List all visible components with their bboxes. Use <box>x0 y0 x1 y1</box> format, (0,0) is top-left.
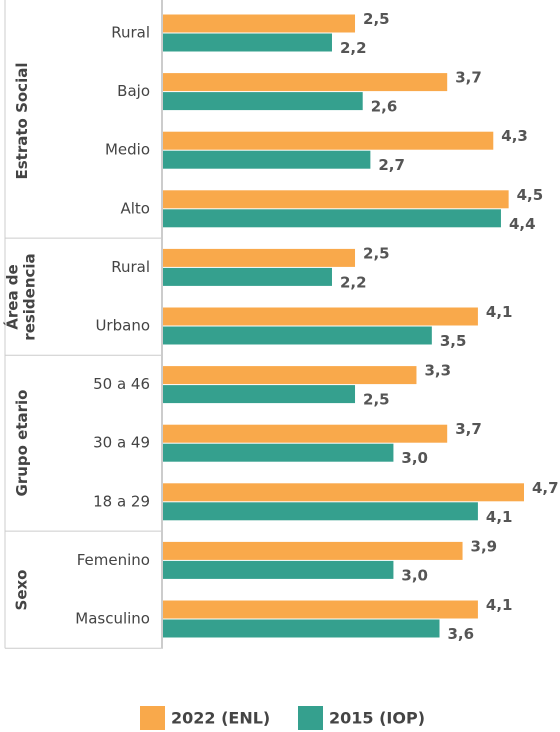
bar <box>163 326 432 345</box>
bar <box>163 443 394 462</box>
value-label: 4,4 <box>509 215 536 233</box>
bar <box>163 190 509 209</box>
bar <box>163 73 448 92</box>
value-label: 2,7 <box>378 156 405 174</box>
category-label: 18 a 29 <box>93 492 150 510</box>
value-label: 3,5 <box>440 332 467 350</box>
value-label: 4,7 <box>532 479 559 497</box>
category-label: Femenino <box>77 551 150 569</box>
value-label: 4,3 <box>501 127 528 145</box>
category-label: 30 a 49 <box>93 434 150 452</box>
value-label: 3,0 <box>401 566 428 584</box>
bar <box>163 502 478 521</box>
category-label: Masculino <box>75 610 150 628</box>
value-label: 2,2 <box>340 39 367 57</box>
bar <box>163 385 356 404</box>
value-label: 4,5 <box>517 186 544 204</box>
category-label: Rural <box>111 258 150 276</box>
value-label: 2,5 <box>363 391 390 409</box>
bar <box>163 209 501 228</box>
value-label: 3,7 <box>455 69 482 87</box>
group-label: Área de residencia <box>4 253 39 341</box>
value-label: 4,1 <box>486 303 513 321</box>
category-label: Urbano <box>95 317 150 335</box>
bar <box>163 619 440 638</box>
bar <box>163 541 463 560</box>
bar <box>163 307 478 326</box>
value-label: 2,2 <box>340 273 367 291</box>
bar <box>163 248 356 267</box>
bar <box>163 483 524 502</box>
legend-label: 2022 (ENL) <box>171 709 270 728</box>
value-label: 4,1 <box>486 596 513 614</box>
value-label: 3,3 <box>424 362 451 380</box>
bar <box>163 424 448 443</box>
bar <box>163 92 363 111</box>
bar <box>163 33 332 52</box>
category-label: Medio <box>105 141 150 159</box>
value-label: 3,0 <box>401 449 428 467</box>
value-label: 4,1 <box>486 508 513 526</box>
legend-label: 2015 (IOP) <box>329 709 425 728</box>
category-label: Rural <box>111 24 150 42</box>
category-label: Bajo <box>117 82 150 100</box>
category-label: Alto <box>121 199 151 217</box>
value-label: 2,6 <box>371 98 398 116</box>
group-label: Estrato Social <box>12 62 31 180</box>
group-label: Grupo etario <box>12 389 31 497</box>
bar <box>163 131 494 150</box>
legend-swatch <box>140 706 165 730</box>
bar <box>163 600 478 619</box>
bar <box>163 267 332 286</box>
value-label: 2,5 <box>363 10 390 28</box>
value-label: 3,6 <box>448 625 475 643</box>
value-label: 3,9 <box>471 537 498 555</box>
bar <box>163 560 394 579</box>
category-label: 50 a 46 <box>93 375 150 393</box>
bar <box>163 14 356 33</box>
group-label: Sexo <box>12 569 31 611</box>
legend-swatch <box>298 706 323 730</box>
bar <box>163 150 371 169</box>
value-label: 3,7 <box>455 420 482 438</box>
value-label: 2,5 <box>363 244 390 262</box>
bar <box>163 366 417 385</box>
